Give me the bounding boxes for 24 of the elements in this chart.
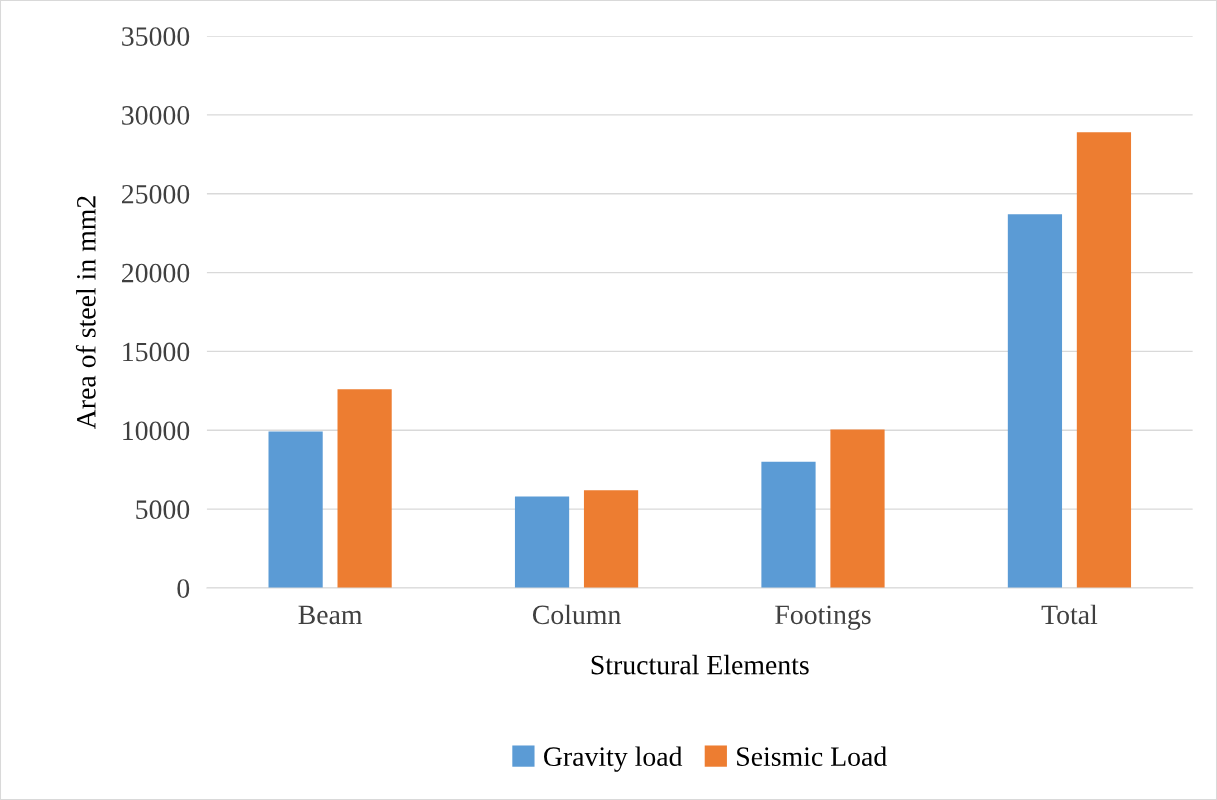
bar: [761, 461, 816, 588]
legend-label: Gravity load: [544, 746, 683, 772]
y-tick-label: 20000: [122, 263, 190, 283]
y-tick-label: 15000: [123, 342, 190, 362]
y-tick-label: 30000: [122, 106, 190, 125]
x-tick-label: Column: [532, 604, 621, 625]
bar: [583, 490, 639, 588]
bar: [268, 431, 323, 588]
x-tick-label: Beam: [298, 605, 363, 625]
bar: [1007, 214, 1063, 588]
bar: [337, 389, 392, 588]
y-tick-label: 0: [177, 579, 190, 598]
y-tick-label: 25000: [122, 184, 190, 204]
x-tick-label: Total: [1041, 604, 1098, 625]
bar: [514, 496, 570, 588]
y-tick-label: 35000: [122, 27, 190, 46]
y-axis-title: Area of steel in mm2: [75, 196, 96, 429]
legend-label: Seismic Load: [737, 746, 887, 767]
x-axis-title: Structural Elements: [591, 654, 809, 675]
bar: [830, 429, 885, 588]
x-tick-label: Footings: [775, 605, 871, 630]
y-tick-label: 5000: [136, 500, 190, 520]
y-tick-label: 10000: [123, 421, 190, 441]
bar: [1076, 132, 1132, 588]
